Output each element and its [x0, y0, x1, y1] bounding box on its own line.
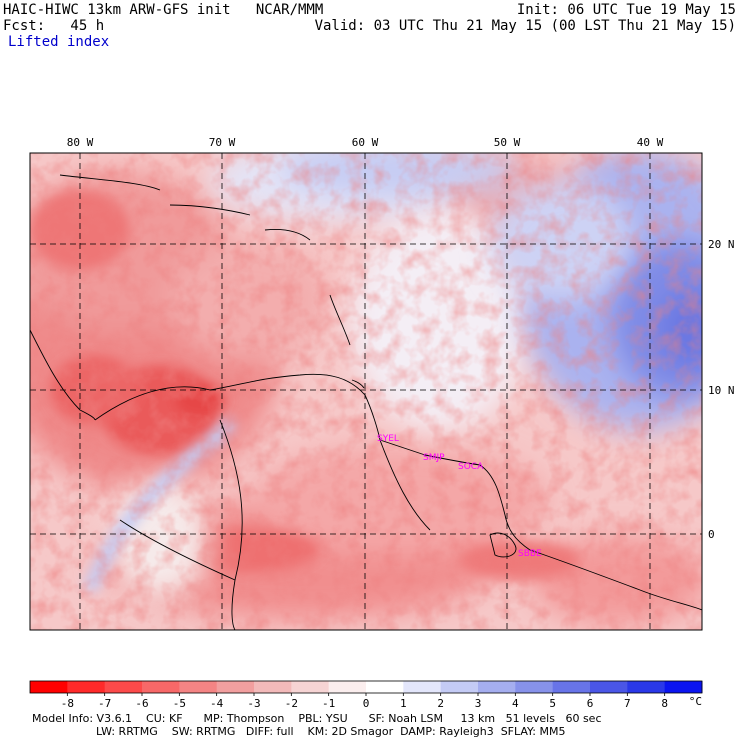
colorbar-swatch: [216, 681, 255, 693]
station-markers: SYEL SMJP SOCA SBBE: [377, 434, 542, 559]
colorbar-tick-label: -5: [173, 697, 186, 710]
colorbar-tick-label: -6: [135, 697, 148, 710]
station-sbbe: SBBE: [518, 549, 542, 559]
colorbar-swatch: [478, 681, 516, 693]
model-info-line2: LW: RRTMG SW: RRTMG DIFF: full KM: 2D Sm…: [96, 725, 566, 738]
colorbar-swatch: [104, 681, 143, 693]
lat-label-20n: 20 N: [708, 238, 735, 251]
map-frame: [29, 152, 703, 631]
latitude-labels: 20 N 10 N 0: [708, 238, 735, 541]
station-soca: SOCA: [458, 462, 484, 472]
colorbar-labels: -8 -7 -6 -5 -4 -3 -2 -1 0 1 2 3 4 5 6 7 8: [61, 693, 668, 710]
lon-label-60w: 60 W: [352, 136, 379, 149]
colorbar: [29, 680, 703, 694]
colorbar-tick-label: -4: [210, 697, 224, 710]
model-info-line1: Model Info: V3.6.1 CU: KF MP: Thompson P…: [32, 712, 602, 725]
colorbar-swatch: [254, 681, 292, 693]
field-name: Lifted index: [8, 34, 110, 50]
forecast-hour: Fcst: 45 h: [3, 18, 105, 34]
coastlines: [30, 174, 702, 630]
colorbar-tick-label: 4: [512, 697, 519, 710]
lon-label-50w: 50 W: [494, 136, 521, 149]
colorbar-swatch: [627, 681, 666, 693]
colorbar-tick-label: -8: [61, 697, 74, 710]
colorbar-tick-label: 3: [475, 697, 482, 710]
lon-label-70w: 70 W: [209, 136, 236, 149]
colorbar-tick-label: 1: [400, 697, 407, 710]
station-smjp: SMJP: [423, 453, 445, 463]
colorbar-tick-label: 2: [437, 697, 444, 710]
colorbar-tick-label: 8: [661, 697, 668, 710]
colorbar-swatch: [366, 681, 404, 693]
lat-label-0: 0: [708, 528, 715, 541]
station-syel: SYEL: [377, 434, 399, 444]
lifted-index-field: [30, 153, 702, 630]
colorbar-tick-label: 5: [549, 697, 556, 710]
colorbar-swatch: [552, 681, 591, 693]
colorbar-tick-label: 7: [624, 697, 631, 710]
colorbar-unit: °C: [689, 695, 702, 708]
colorbar-swatch: [67, 681, 106, 693]
colorbar-tick-label: 0: [363, 697, 370, 710]
init-time: Init: 06 UTC Tue 19 May 15: [516, 2, 736, 18]
graticule: [30, 153, 702, 630]
colorbar-tick-label: -1: [322, 697, 335, 710]
lon-label-40w: 40 W: [637, 136, 664, 149]
valid-time: Valid: 03 UTC Thu 21 May 15 (00 LST Thu …: [314, 18, 736, 34]
colorbar-swatch: [328, 681, 367, 693]
colorbar-swatch: [590, 681, 628, 693]
colorbar-tick-label: -7: [98, 697, 111, 710]
colorbar-swatch: [142, 681, 180, 693]
colorbar-swatch: [179, 681, 218, 693]
colorbar-tick-label: -3: [247, 697, 260, 710]
colorbar-swatch: [440, 681, 479, 693]
colorbar-swatch: [664, 681, 703, 693]
colorbar-swatch: [515, 681, 554, 693]
lon-label-80w: 80 W: [67, 136, 94, 149]
lat-label-10n: 10 N: [708, 384, 735, 397]
model-title: HAIC-HIWC 13km ARW-GFS init NCAR/MMM: [3, 2, 324, 18]
colorbar-tick-label: 6: [587, 697, 594, 710]
colorbar-tick-label: -2: [285, 697, 298, 710]
colorbar-swatch: [30, 681, 68, 693]
colorbar-swatch: [403, 681, 442, 693]
longitude-labels: 80 W 70 W 60 W 50 W 40 W: [67, 136, 664, 149]
colorbar-swatch: [291, 681, 330, 693]
